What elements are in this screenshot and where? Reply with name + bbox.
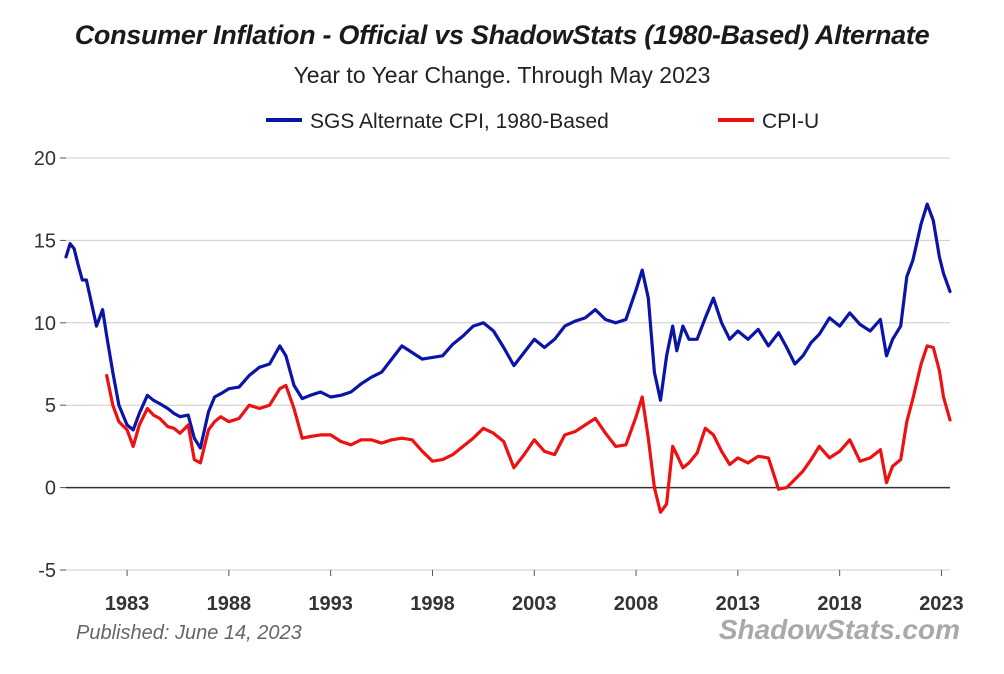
series-lines: [64, 202, 952, 514]
y-tick-label: 10: [34, 313, 56, 335]
y-tick-label: 20: [34, 148, 56, 170]
x-tick-label: 1998: [410, 593, 455, 615]
legend-label-sgs: SGS Alternate CPI, 1980-Based: [310, 110, 609, 133]
y-tick-label: -5: [38, 560, 56, 582]
x-tick-label: 1983: [105, 593, 150, 615]
y-tick-label: 5: [45, 395, 56, 417]
x-tick-label: 2008: [614, 593, 659, 615]
watermark: ShadowStats.com: [718, 614, 960, 645]
legend: SGS Alternate CPI, 1980-Based CPI-U: [266, 110, 819, 133]
published-date: Published: June 14, 2023: [76, 622, 302, 644]
y-tick-label: 0: [45, 478, 56, 500]
x-tick-label: 2018: [817, 593, 862, 615]
y-axis: 20 15 10 5 0 -5: [34, 148, 66, 582]
x-axis: 1983 1988 1993 1998 2003 2008 2013 2018 2023: [105, 570, 964, 615]
series-line-sgs: [64, 202, 952, 450]
y-tick-label: 15: [34, 230, 56, 252]
x-tick-label: 2013: [716, 593, 761, 615]
legend-label-cpiu: CPI-U: [762, 110, 819, 133]
chart-subtitle: Year to Year Change. Through May 2023: [293, 62, 711, 88]
x-tick-label: 2023: [919, 593, 964, 615]
grid-lines: [66, 157, 950, 571]
x-tick-label: 1993: [308, 593, 353, 615]
chart-title: Consumer Inflation - Official vs ShadowS…: [74, 20, 930, 50]
x-tick-label: 1988: [207, 593, 252, 615]
x-tick-label: 2003: [512, 593, 557, 615]
series-line-cpiu: [105, 344, 952, 514]
